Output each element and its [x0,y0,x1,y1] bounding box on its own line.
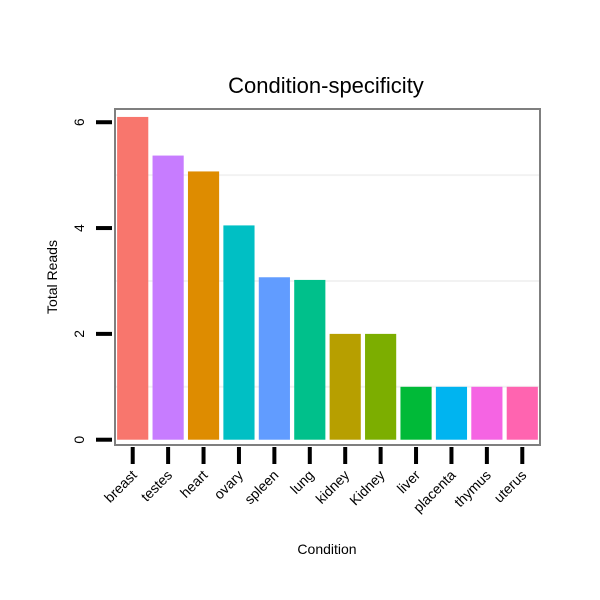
bar-ovary [223,225,255,440]
bar-uterus [506,386,538,440]
bar-kidney [365,333,397,440]
y-tick-label: 2 [71,330,87,338]
y-axis: 0 2 4 6 [71,118,112,444]
x-tick-label: liver [394,467,424,497]
y-tick-label: 0 [71,436,87,444]
bar-liver [400,386,432,440]
y-tick-label: 4 [71,224,87,232]
x-tick-label: heart [177,467,211,501]
bar-breast [117,116,149,440]
chart-title: Condition-specificity [228,73,424,98]
plot-frame [114,108,541,446]
x-tick-label: kidney [312,467,352,507]
y-tick-label: 6 [71,118,87,126]
x-tick-label: Kidney [346,467,388,509]
grid-lines [115,174,540,388]
x-axis-title: Condition [297,541,356,557]
x-tick-label: breast [101,467,140,506]
x-tick-label: spleen [241,467,281,507]
bars-group [117,116,538,440]
x-tick-label: lung [287,467,317,497]
x-tick-label: testes [138,467,176,505]
bar-kidney [329,333,361,440]
bar-heart [187,171,220,440]
bar-placenta [435,386,468,440]
bar-thymus [471,386,503,440]
bar-testes [152,155,184,440]
bar-lung [294,279,326,440]
x-tick-label: thymus [451,467,494,510]
bar-spleen [258,277,290,440]
x-tick-label: uterus [491,467,530,506]
y-axis-title: Total Reads [44,240,60,314]
